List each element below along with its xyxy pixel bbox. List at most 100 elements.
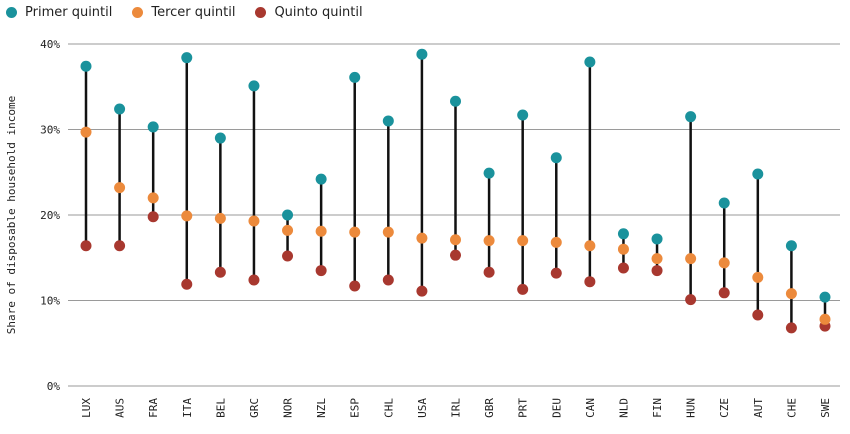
point-fin-series-0 [651, 233, 663, 245]
legend-marker-quinto [255, 7, 267, 18]
x-tick-label: CHL [382, 398, 395, 418]
point-esp-series-0 [349, 71, 361, 83]
point-ita-series-2 [181, 278, 193, 290]
x-tick-label: CZE [718, 398, 731, 418]
point-bel-series-2 [214, 266, 226, 278]
y-axis-label: Share of disposable household income [5, 96, 18, 334]
point-chl-series-0 [382, 115, 394, 127]
point-bel-series-0 [214, 132, 226, 144]
y-tick-label: 40% [40, 38, 60, 51]
point-che-series-2 [785, 322, 797, 334]
point-lux-series-2 [80, 240, 92, 252]
point-cze-series-0 [718, 197, 730, 209]
point-deu-series-2 [550, 267, 562, 279]
point-lux-series-0 [80, 60, 92, 72]
point-grc-series-1 [248, 215, 260, 227]
chart-legend: Primer quintil Tercer quintil Quinto qui… [6, 5, 363, 20]
x-tick-label: ITA [181, 398, 194, 418]
point-fra-series-2 [147, 211, 159, 223]
point-gbr-series-2 [483, 266, 495, 278]
point-nld-series-1 [617, 243, 629, 255]
point-gbr-series-0 [483, 167, 495, 179]
point-ita-series-0 [181, 52, 193, 64]
x-tick-label: IRL [450, 398, 463, 418]
y-tick-label: 30% [40, 124, 60, 137]
legend-marker-primer [6, 7, 17, 18]
x-tick-label: BEL [214, 398, 227, 418]
point-lux-series-1 [80, 126, 92, 138]
point-esp-series-1 [349, 226, 361, 238]
point-can-series-2 [584, 276, 596, 288]
point-irl-series-2 [450, 249, 461, 261]
point-hun-series-0 [685, 111, 697, 123]
point-prt-series-1 [517, 235, 529, 247]
x-tick-label: SWE [819, 398, 832, 418]
legend-item-tercer: Tercer quintil [132, 5, 235, 20]
point-nzl-series-1 [315, 225, 327, 237]
point-usa-series-1 [416, 232, 428, 244]
point-irl-series-0 [450, 95, 461, 107]
point-grc-series-2 [248, 274, 260, 286]
point-fra-series-1 [147, 192, 159, 204]
y-tick-label: 0% [47, 380, 61, 393]
legend-marker-tercer [132, 7, 144, 18]
legend-label-primer: Primer quintil [25, 5, 113, 20]
point-nor-series-1 [282, 224, 294, 236]
point-cze-series-2 [718, 287, 730, 299]
x-tick-label: AUS [114, 398, 127, 418]
x-tick-label: NOR [282, 398, 295, 418]
x-tick-label: GBR [483, 398, 496, 418]
y-tick-label: 20% [40, 209, 60, 222]
point-prt-series-0 [517, 109, 529, 121]
point-gbr-series-1 [483, 235, 495, 247]
point-grc-series-0 [248, 80, 260, 92]
x-tick-label: HUN [685, 398, 698, 418]
point-ita-series-1 [181, 210, 193, 222]
point-aus-series-0 [114, 103, 126, 115]
legend-label-tercer: Tercer quintil [151, 5, 236, 20]
x-tick-label: CAN [584, 398, 597, 418]
point-usa-series-0 [416, 48, 428, 60]
x-tick-label: ESP [349, 398, 362, 418]
point-prt-series-2 [517, 283, 529, 295]
point-can-series-1 [584, 240, 596, 252]
point-deu-series-1 [550, 236, 562, 248]
point-nzl-series-2 [315, 265, 327, 277]
y-tick-label: 10% [40, 295, 60, 308]
point-swe-series-0 [819, 291, 831, 303]
point-nld-series-2 [617, 262, 629, 274]
point-aut-series-2 [752, 309, 764, 321]
x-tick-label: NLD [617, 398, 630, 418]
point-hun-series-1 [685, 253, 697, 265]
legend-label-quinto: Quinto quintil [274, 5, 363, 20]
point-aus-series-2 [114, 240, 126, 252]
point-fin-series-2 [651, 265, 663, 277]
point-bel-series-1 [214, 212, 226, 224]
point-swe-series-1 [819, 313, 831, 325]
x-tick-label: DEU [550, 398, 563, 418]
point-hun-series-2 [685, 294, 697, 306]
point-aut-series-0 [752, 168, 764, 180]
point-nld-series-0 [617, 228, 629, 240]
x-tick-label: GRC [248, 398, 261, 418]
point-can-series-0 [584, 56, 596, 68]
point-che-series-0 [785, 240, 797, 252]
x-tick-label: NZL [315, 398, 328, 418]
point-chl-series-1 [382, 226, 394, 238]
x-tick-label: USA [416, 398, 429, 418]
point-deu-series-0 [550, 152, 562, 164]
point-nor-series-0 [282, 209, 294, 221]
point-nzl-series-0 [315, 173, 327, 185]
x-tick-label: FRA [147, 398, 160, 418]
x-tick-label: AUT [752, 398, 765, 418]
x-tick-label: PRT [517, 398, 530, 418]
legend-item-quinto: Quinto quintil [255, 5, 363, 20]
point-nor-series-2 [282, 250, 294, 262]
x-tick-label: CHE [785, 398, 798, 418]
point-aut-series-1 [752, 271, 764, 283]
point-chl-series-2 [382, 274, 394, 286]
point-irl-series-1 [450, 234, 461, 246]
point-fra-series-0 [147, 121, 159, 133]
point-fin-series-1 [651, 253, 663, 265]
